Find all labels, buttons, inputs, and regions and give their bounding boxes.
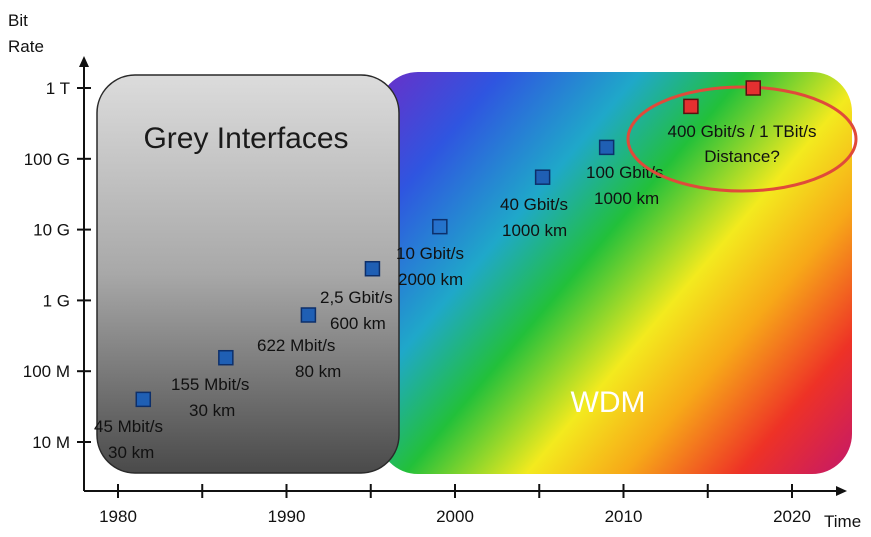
y-tick-label: 1 G: [43, 291, 70, 310]
wdm-label: WDM: [571, 386, 646, 419]
x-tick-label: 1990: [268, 507, 306, 526]
y-tick-label: 10 M: [32, 433, 70, 452]
data-point-blue: [364, 260, 381, 277]
data-point-blue: [432, 218, 448, 235]
highlight-ellipse: [626, 85, 858, 193]
x-axis-arrow: [836, 486, 847, 496]
grey-interfaces-region: [96, 74, 400, 474]
x-tick-label: 2000: [436, 507, 474, 526]
y-tick-label: 1 T: [46, 79, 70, 98]
y-axis-arrow: [79, 56, 89, 67]
data-label: 45 Mbit/s 30 km: [94, 417, 163, 462]
x-tick-label: 2020: [773, 507, 811, 526]
data-point-blue: [218, 349, 234, 366]
data-label: 155 Mbit/s 30 km: [171, 375, 249, 420]
data-label: 40 Gbit/s 1000 km: [500, 195, 568, 240]
y-tick-label: 10 G: [33, 221, 70, 240]
y-axis-title: Rate: [8, 37, 44, 56]
y-tick-label: 100 G: [24, 150, 70, 169]
data-point-red: [745, 80, 761, 96]
data-label: 10 Gbit/s 2000 km: [396, 244, 464, 289]
x-axis-title: Time: [824, 512, 861, 531]
y-tick-label: 100 M: [23, 362, 70, 381]
data-label: 100 Gbit/s 1000 km: [586, 163, 664, 208]
data-point-blue: [300, 307, 317, 323]
x-tick-label: 2010: [605, 507, 643, 526]
wdm-region: [378, 72, 852, 474]
grey-interfaces-label: Grey Interfaces: [143, 122, 348, 155]
data-label: 2,5 Gbit/s 600 km: [320, 288, 393, 333]
data-point-blue: [135, 391, 152, 408]
x-tick-label: 1980: [99, 507, 137, 526]
data-point-blue: [598, 139, 615, 156]
data-point-blue: [534, 169, 551, 185]
highlight-label: 400 Gbit/s / 1 TBit/s Distance?: [668, 122, 817, 166]
data-label: 622 Mbit/s 80 km: [257, 336, 341, 381]
y-axis-title: Bit: [8, 11, 28, 30]
data-point-red: [683, 98, 699, 115]
